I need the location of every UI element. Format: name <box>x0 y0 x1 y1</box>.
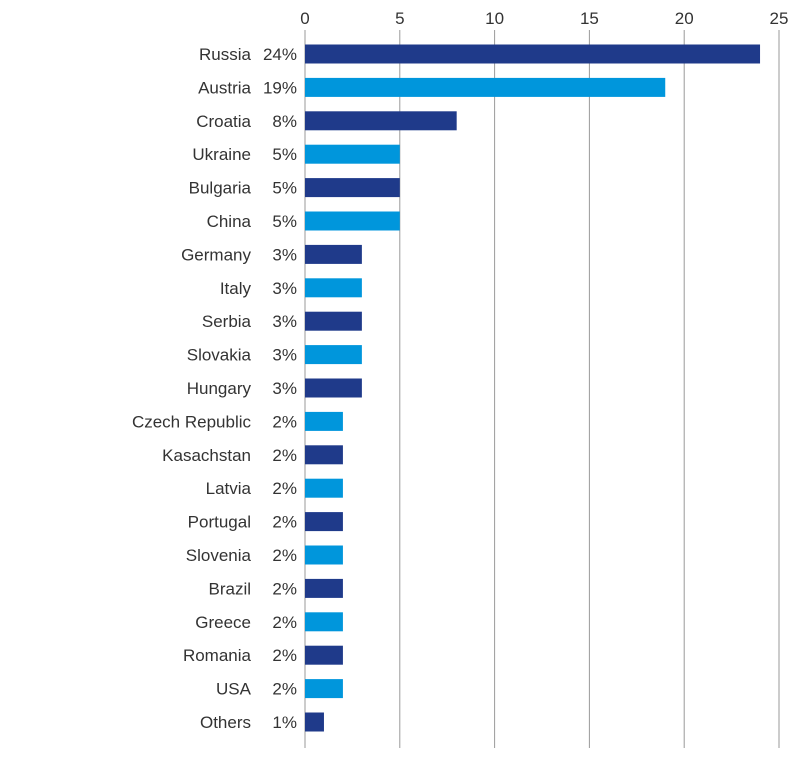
country-label: Kasachstan <box>162 446 251 465</box>
percent-label: 8% <box>272 112 297 131</box>
bar <box>305 612 343 632</box>
percent-label: 5% <box>272 145 297 164</box>
bar <box>305 111 457 131</box>
percent-label: 1% <box>272 713 297 732</box>
percent-label: 5% <box>272 179 297 198</box>
percent-label: 2% <box>272 479 297 498</box>
country-label: Czech Republic <box>132 412 252 431</box>
country-label: China <box>207 212 252 231</box>
country-label: Brazil <box>208 579 251 598</box>
percent-label: 19% <box>263 78 297 97</box>
x-tick-label: 25 <box>770 9 789 28</box>
percent-label: 2% <box>272 613 297 632</box>
percent-label: 3% <box>272 279 297 298</box>
country-label: Latvia <box>206 479 252 498</box>
country-label: Greece <box>195 613 251 632</box>
percent-label: 2% <box>272 446 297 465</box>
bar <box>305 445 343 465</box>
category-labels: Russia 24% Austria 19% Croatia 8% Ukraine 5% Bul… <box>132 45 297 732</box>
bar <box>305 545 343 565</box>
country-label: Others <box>200 713 251 732</box>
country-label: Slovakia <box>187 346 252 365</box>
x-tick-label: 20 <box>675 9 694 28</box>
country-label: Bulgaria <box>189 179 252 198</box>
percent-label: 2% <box>272 513 297 532</box>
bar <box>305 712 324 732</box>
x-tick-label: 10 <box>485 9 504 28</box>
percent-label: 2% <box>272 579 297 598</box>
bar <box>305 211 400 231</box>
bars <box>305 44 761 732</box>
bar <box>305 512 343 532</box>
bar <box>305 645 343 665</box>
percent-label: 2% <box>272 646 297 665</box>
bar <box>305 311 362 331</box>
country-label: Italy <box>220 279 252 298</box>
country-label: Romania <box>183 646 252 665</box>
percent-label: 2% <box>272 412 297 431</box>
bar <box>305 278 362 298</box>
country-label: Serbia <box>202 312 252 331</box>
country-label: Austria <box>198 78 251 97</box>
bar <box>305 144 400 164</box>
x-tick-labels: 0 5 10 15 20 25 <box>300 9 788 28</box>
percent-label: 24% <box>263 45 297 64</box>
bar <box>305 478 343 498</box>
percent-label: 3% <box>272 346 297 365</box>
country-label: Slovenia <box>186 546 252 565</box>
bar <box>305 345 362 365</box>
percent-label: 5% <box>272 212 297 231</box>
bar <box>305 178 400 198</box>
bar <box>305 44 761 64</box>
country-label: Russia <box>199 45 252 64</box>
country-label: Hungary <box>187 379 252 398</box>
bar <box>305 77 666 97</box>
x-tick-label: 0 <box>300 9 309 28</box>
bar <box>305 411 343 431</box>
country-label: Croatia <box>196 112 251 131</box>
country-label: USA <box>216 680 252 699</box>
country-label: Ukraine <box>192 145 251 164</box>
percent-label: 3% <box>272 245 297 264</box>
bar <box>305 679 343 699</box>
percent-label: 2% <box>272 680 297 699</box>
country-label: Portugal <box>188 513 251 532</box>
x-tick-label: 15 <box>580 9 599 28</box>
bar <box>305 244 362 264</box>
percent-label: 3% <box>272 312 297 331</box>
grid-lines <box>304 30 780 748</box>
country-label: Germany <box>181 245 251 264</box>
percent-label: 2% <box>272 546 297 565</box>
x-tick-label: 5 <box>395 9 404 28</box>
bar <box>305 378 362 398</box>
percent-label: 3% <box>272 379 297 398</box>
bar <box>305 578 343 598</box>
